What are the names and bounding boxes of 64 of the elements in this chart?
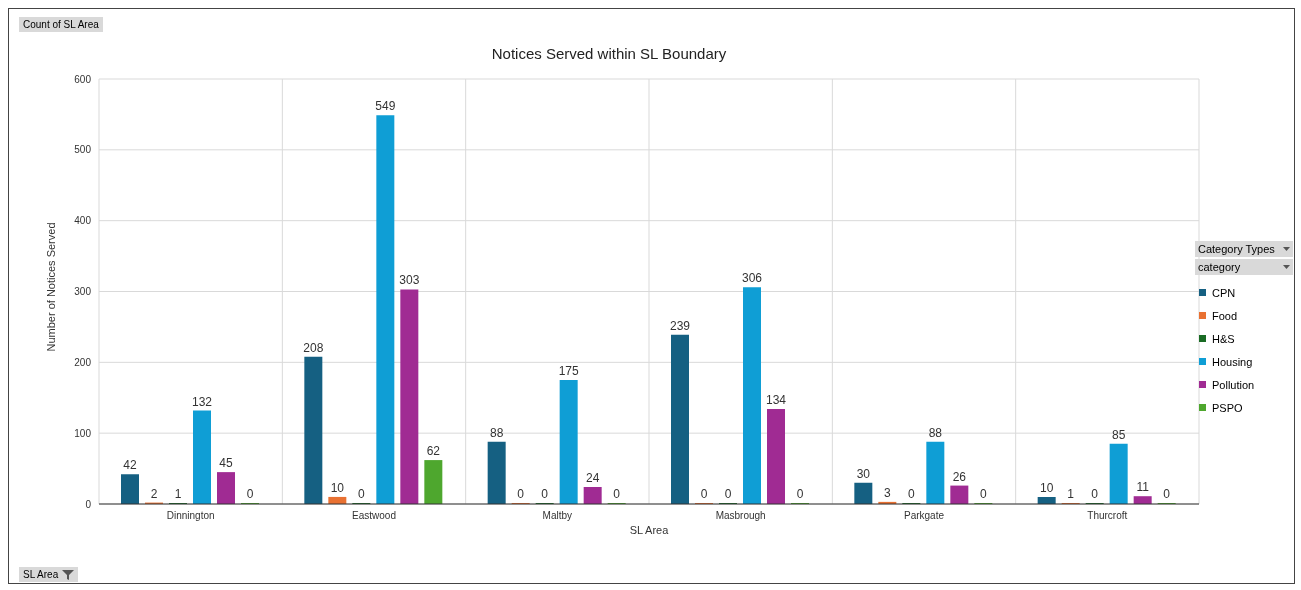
- data-label: 42: [123, 458, 137, 473]
- y-axis-title: Number of Notices Served: [44, 222, 57, 352]
- y-tick-label: 400: [74, 215, 92, 227]
- y-tick-label: 0: [85, 498, 92, 510]
- x-tick-label: Thurcroft: [1087, 510, 1128, 522]
- data-label: 0: [1163, 487, 1171, 501]
- data-label: 549: [375, 99, 396, 114]
- field-button: Count of SL Area: [19, 17, 103, 32]
- data-label: 2: [150, 486, 158, 501]
- data-label: 0: [700, 487, 708, 501]
- data-label: 88: [489, 425, 504, 440]
- data-label: 0: [907, 487, 915, 501]
- data-label: 24: [585, 471, 600, 485]
- data-label: 0: [979, 487, 987, 501]
- data-label: 1: [1067, 487, 1075, 501]
- legend-label: Housing: [1212, 355, 1253, 368]
- data-label: 10: [330, 480, 345, 495]
- legend-label: PSPO: [1212, 401, 1243, 414]
- x-tick-label: Maltby: [542, 510, 573, 522]
- y-tick-label: 200: [74, 356, 92, 368]
- data-label: 0: [613, 487, 621, 501]
- legend-label: CPN: [1212, 286, 1236, 299]
- data-label: 0: [724, 487, 732, 501]
- x-tick-label: Parkgate: [903, 510, 945, 522]
- x-tick-label: Eastwood: [352, 510, 396, 522]
- data-label: 0: [541, 487, 549, 501]
- data-label: 45: [219, 456, 233, 471]
- data-label: 132: [191, 394, 213, 409]
- data-label: 1: [174, 487, 182, 501]
- data-label: 30: [856, 466, 871, 481]
- data-label: 303: [399, 273, 420, 288]
- data-label: 62: [426, 444, 441, 459]
- y-tick-label: 300: [74, 286, 92, 298]
- y-tick-label: 100: [74, 427, 92, 439]
- data-label: 11: [1136, 480, 1150, 495]
- legend-title: Category Types: [1198, 243, 1275, 255]
- data-label: 0: [796, 487, 804, 501]
- data-label: 208: [303, 340, 324, 355]
- chart-title: Notices Served within SL Boundary: [490, 45, 728, 62]
- data-label: 239: [669, 318, 691, 333]
- data-label: 134: [765, 393, 787, 408]
- data-label: 0: [1091, 487, 1099, 501]
- y-tick-label: 600: [74, 73, 92, 85]
- x-axis-title: SL Area: [629, 524, 670, 536]
- data-label: 0: [517, 487, 525, 501]
- field-button: SL Area: [19, 567, 79, 582]
- data-label: 88: [928, 425, 943, 440]
- data-label: 175: [558, 364, 579, 379]
- annotation: category: [1198, 261, 1241, 273]
- data-label: 0: [246, 487, 254, 501]
- dropdown-field: Category Types: [1195, 241, 1293, 257]
- x-tick-label: Dinnington: [166, 510, 215, 522]
- legend-label: H&S: [1212, 332, 1235, 345]
- data-label: 26: [952, 469, 967, 484]
- dropdown-field: category: [1195, 259, 1293, 275]
- data-label: 10: [1039, 480, 1054, 495]
- legend-label: Food: [1212, 309, 1238, 322]
- data-label: 0: [357, 487, 365, 501]
- data-label: 3: [883, 485, 891, 500]
- x-tick-label: Masbrough: [715, 510, 766, 522]
- data-label: 306: [741, 271, 763, 286]
- data-label: 85: [1111, 427, 1126, 442]
- y-tick-label: 500: [74, 144, 92, 156]
- legend-label: Pollution: [1212, 378, 1255, 391]
